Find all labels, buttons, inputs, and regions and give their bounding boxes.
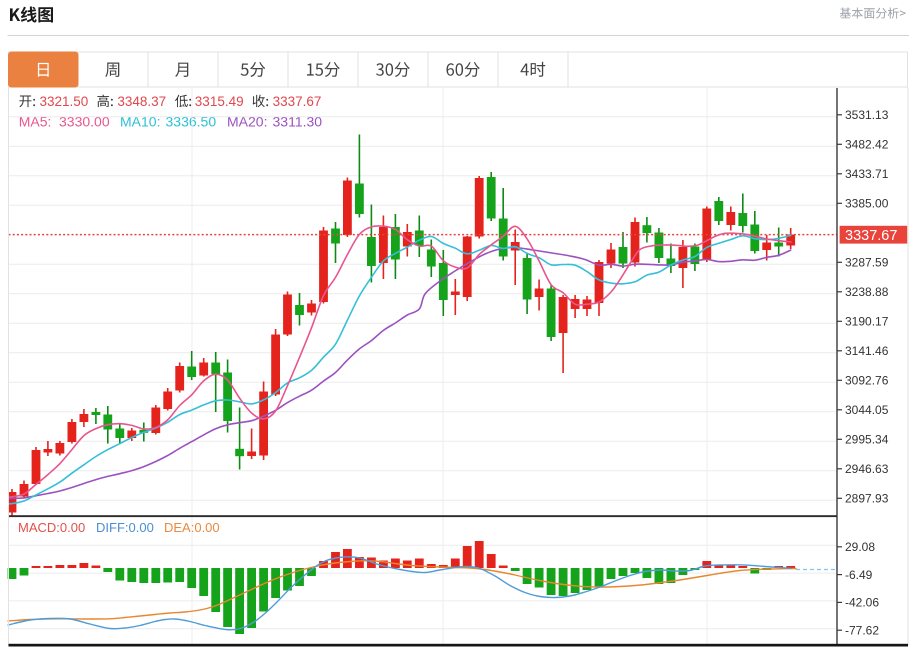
svg-text:3287.59: 3287.59 (845, 255, 889, 269)
svg-text:MACD:0.00: MACD:0.00 (18, 520, 85, 535)
svg-text:3531.13: 3531.13 (845, 108, 889, 122)
svg-text:-77.62: -77.62 (845, 624, 879, 638)
svg-text:MA5:: MA5: (19, 114, 52, 130)
svg-text:3141.46: 3141.46 (845, 344, 889, 358)
svg-text:3482.42: 3482.42 (845, 137, 889, 151)
svg-text:-42.06: -42.06 (845, 596, 879, 610)
svg-text:3190.17: 3190.17 (845, 314, 889, 328)
svg-text:3238.88: 3238.88 (845, 285, 889, 299)
svg-text:2897.93: 2897.93 (845, 491, 889, 505)
svg-text:2995.34: 2995.34 (845, 432, 889, 446)
svg-text:3315.49: 3315.49 (195, 94, 244, 109)
svg-text:3330.00: 3330.00 (59, 114, 110, 130)
svg-text:-6.49: -6.49 (845, 568, 873, 582)
svg-text:3044.05: 3044.05 (845, 403, 889, 417)
svg-text:29.08: 29.08 (845, 540, 875, 554)
svg-text:3348.37: 3348.37 (117, 94, 166, 109)
svg-text:3311.30: 3311.30 (273, 114, 323, 130)
svg-text:3337.67: 3337.67 (273, 94, 322, 109)
svg-text:3385.00: 3385.00 (845, 196, 889, 210)
svg-text:3336.50: 3336.50 (166, 114, 217, 130)
svg-text:DEA:0.00: DEA:0.00 (164, 520, 220, 535)
svg-text:MA10:: MA10: (120, 114, 160, 130)
svg-text:MA20:: MA20: (227, 114, 267, 130)
svg-text:2946.63: 2946.63 (845, 462, 889, 476)
svg-text:DIFF:0.00: DIFF:0.00 (96, 520, 154, 535)
svg-text:3433.71: 3433.71 (845, 167, 889, 181)
svg-text:3092.76: 3092.76 (845, 373, 889, 387)
svg-text:3337.67: 3337.67 (845, 228, 897, 244)
svg-text:3321.50: 3321.50 (40, 94, 89, 109)
